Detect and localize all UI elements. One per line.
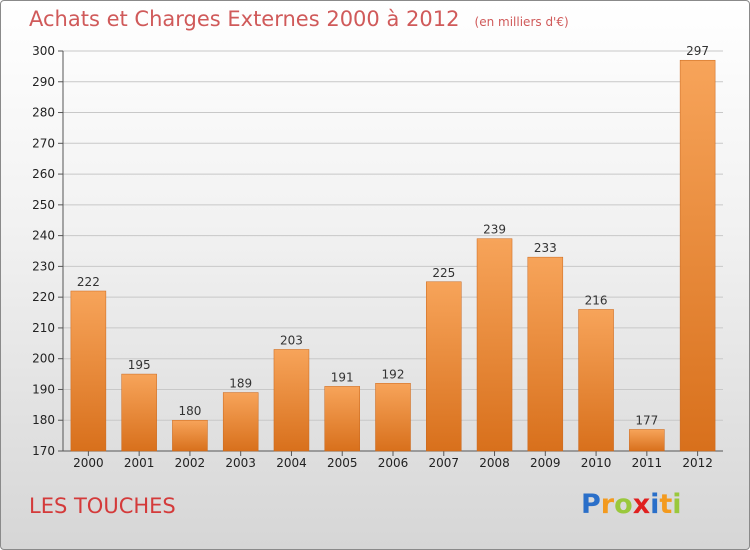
bar [375,383,411,452]
y-tick-label: 290 [32,75,55,89]
bar-value-label: 222 [77,275,100,289]
x-tick-label: 2011 [632,456,663,470]
grid-lines [63,50,723,421]
logo-letter: t [659,489,673,520]
logo-letter: x [632,489,651,520]
logo-letter: i [672,489,682,520]
x-tick-label: 2005 [327,456,358,470]
logo-letter: P [581,489,601,520]
logo-letter: i [650,489,660,520]
bar [172,419,208,452]
chart-title: Achats et Charges Externes 2000 à 2012 (… [29,7,569,31]
y-tick-label: 240 [32,229,55,243]
x-tick-label: 2000 [73,456,104,470]
bar [426,281,462,452]
x-tick-label: 2004 [276,456,307,470]
bar [324,386,360,452]
bar [476,238,513,452]
y-tick-label: 270 [32,136,55,150]
bar [121,373,157,452]
bar [578,309,614,452]
bar [70,290,107,452]
x-tick-label: 2010 [581,456,612,470]
y-tick-label: 190 [32,382,55,396]
bar-value-label: 177 [635,413,658,427]
chart-title-text: Achats et Charges Externes 2000 à 2012 [29,7,460,31]
chart-unit: (en milliers d'€) [474,15,569,29]
bar [222,392,259,452]
y-tick-label: 300 [32,44,55,58]
bars [70,59,716,452]
x-tick-label: 2001 [124,456,155,470]
bar-value-label: 203 [280,333,303,347]
x-tick-label: 2008 [479,456,510,470]
y-tick-label: 280 [32,106,55,120]
bar-value-label: 180 [178,404,201,418]
x-tick-label: 2007 [428,456,459,470]
bar-value-label: 192 [382,367,405,381]
y-tick-label: 170 [32,444,55,458]
bar-value-label: 216 [585,293,608,307]
y-tick-label: 260 [32,167,55,181]
y-tick-label: 230 [32,259,55,273]
bar-value-label: 225 [432,266,455,280]
bar-value-label: 239 [483,223,506,237]
x-tick-label: 2002 [175,456,206,470]
bar-value-label: 297 [686,44,709,58]
bar-value-label: 195 [128,358,151,372]
x-tick-label: 2012 [682,456,713,470]
bar-value-label: 189 [229,377,252,391]
x-tick-label: 2003 [225,456,256,470]
bar [679,59,716,452]
bar-value-label: 191 [331,370,354,384]
y-tick-label: 180 [32,413,55,427]
y-tick-label: 220 [32,290,55,304]
logo-letter: o [614,489,633,520]
x-tick-label: 2006 [378,456,409,470]
x-tick-label: 2009 [530,456,561,470]
y-tick-label: 210 [32,321,55,335]
bar [273,349,310,452]
logo-letter: r [600,489,615,520]
bar [629,429,665,452]
y-tick-label: 250 [32,198,55,212]
bar [527,256,564,452]
commune-name: LES TOUCHES [29,494,176,518]
labels: 170 180 190 200 210 220 230 240 250 260 270 280 290 3… [32,44,713,470]
y-tick-label: 200 [32,352,55,366]
bar-value-label: 233 [534,241,557,255]
proxiti-logo[interactable]: Proxiti [581,489,682,520]
